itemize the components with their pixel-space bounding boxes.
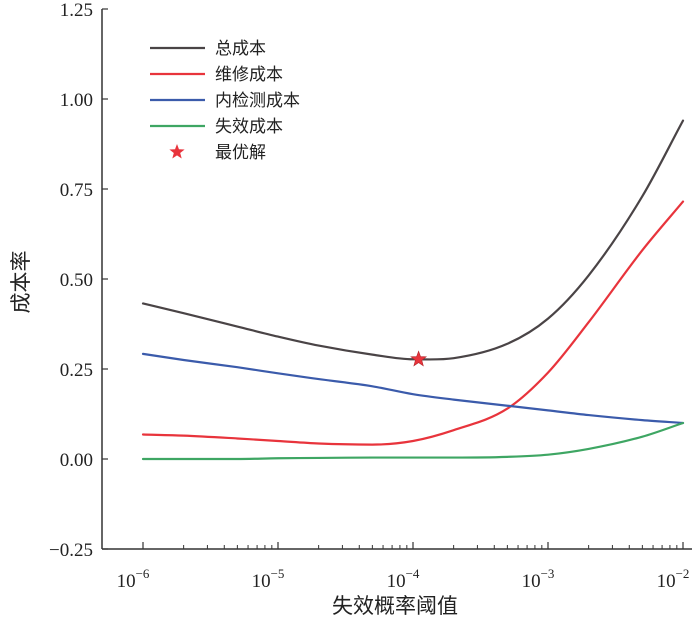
y-tick-label: 1.00 [60,90,93,111]
legend-star-icon [169,144,185,159]
x-tick-label: 10−2 [657,566,690,592]
x-ticks: 10−6 10−5 10−4 10−3 10−2 [117,542,690,592]
x-tick-exponent: −6 [136,566,150,581]
x-tick-base: 10 [387,571,406,592]
legend-label-1: 总成本 [215,39,266,59]
x-axis-title: 失效概率阈值 [332,594,458,618]
y-tick-label: 0.75 [60,180,93,201]
x-tick-base: 10 [657,571,676,592]
x-tick-exponent: −3 [541,566,555,581]
marker-layer [410,350,428,367]
series-layer [141,119,685,461]
y-axis-title: 成本率 [9,251,33,314]
x-tick-label: 10−3 [522,566,555,592]
x-tick-exponent: −2 [676,566,690,581]
y-tick-label: −0.25 [49,540,93,561]
x-tick-base: 10 [252,571,271,592]
x-tick-exponent: −4 [406,566,420,581]
legend-label-4: 失效成本 [215,117,283,137]
legend-label-optimum: 最优解 [215,143,266,163]
y-tick-label: 0.00 [60,450,93,471]
x-tick-base: 10 [522,571,541,592]
axes [101,9,692,550]
x-tick-base: 10 [117,571,136,592]
legend-label-3: 内检测成本 [215,91,300,111]
series-line-4 [141,421,685,461]
optimum-star-marker [410,350,428,367]
x-tick-exponent: −5 [271,566,285,581]
y-ticks: −0.25 0.00 0.25 0.50 0.75 1.00 1.25 [49,0,108,561]
x-tick-label: 10−6 [117,566,150,592]
series-line-3 [141,352,685,425]
y-tick-label: 0.50 [60,270,93,291]
y-tick-label: 1.25 [60,0,93,21]
y-tick-label: 0.25 [60,360,93,381]
series-line-2 [141,200,685,446]
x-tick-label: 10−4 [387,566,420,592]
x-tick-label: 10−5 [252,566,285,592]
legend-label-2: 维修成本 [215,65,283,85]
